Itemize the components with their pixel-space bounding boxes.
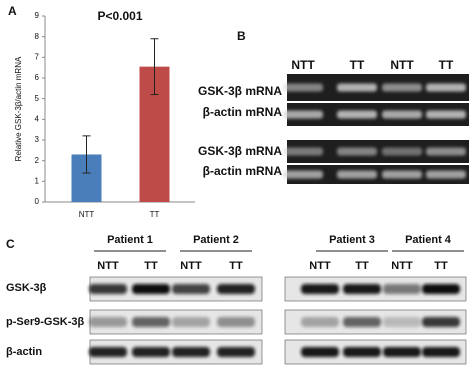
gel-band (337, 147, 377, 156)
patient-label: Patient 1 (107, 234, 153, 246)
gel-band (382, 170, 422, 179)
gel-band (283, 170, 323, 179)
row-label: β-actin mRNA (203, 105, 283, 119)
y-tick-label: 3 (35, 135, 40, 144)
gel-band (382, 147, 422, 156)
blot-band (217, 317, 255, 327)
blot-band (301, 284, 339, 294)
y-tick-label: 8 (35, 32, 40, 41)
column-label: TT (355, 260, 369, 272)
column-label: NTT (390, 58, 414, 72)
blot-band (172, 317, 210, 327)
blot-band (132, 347, 170, 357)
column-label: NTT (180, 260, 202, 272)
gel-band (426, 147, 466, 156)
patient-label: Patient 4 (405, 234, 452, 246)
blot-band (132, 284, 170, 294)
blot-band (422, 347, 460, 357)
panel-label: A (8, 4, 17, 18)
gel-image (287, 103, 469, 126)
row-label: p-Ser9-GSK-3β (6, 316, 85, 328)
y-tick-label: 0 (35, 197, 40, 206)
gel-band (426, 110, 466, 119)
blot-band (217, 347, 255, 357)
patient-label: Patient 3 (329, 234, 375, 246)
y-tick-label: 2 (35, 156, 40, 165)
gel-band (382, 110, 422, 119)
y-tick-label: 6 (35, 73, 40, 82)
gel-band (283, 110, 323, 119)
y-tick-label: 9 (35, 11, 40, 20)
y-tick-label: 1 (35, 176, 40, 185)
blot-band (343, 317, 381, 327)
column-label: TT (229, 260, 243, 272)
blot-band (343, 284, 381, 294)
gel-band (426, 170, 466, 179)
blot-band (383, 347, 421, 357)
gel-band (382, 83, 422, 92)
column-label: TT (439, 58, 454, 72)
blot-band (422, 284, 460, 294)
gel-band (426, 83, 466, 92)
gel-band (283, 147, 323, 156)
gel-band (337, 110, 377, 119)
x-tick-label: NTT (79, 210, 95, 219)
gel-band (337, 170, 377, 179)
column-label: NTT (309, 260, 331, 272)
column-label: TT (434, 260, 448, 272)
blot-band (343, 347, 381, 357)
annotation: P<0.001 (97, 9, 142, 23)
blot-band (89, 347, 127, 357)
blot-band (217, 284, 255, 294)
row-label: β-actin (6, 346, 42, 358)
row-label: β-actin mRNA (203, 164, 283, 178)
column-label: TT (144, 260, 158, 272)
blot-band (172, 347, 210, 357)
blot-band (301, 317, 339, 327)
gel-image (287, 140, 469, 163)
column-label: NTT (97, 260, 119, 272)
gel-band (337, 83, 377, 92)
blot-band (301, 347, 339, 357)
blot-band (89, 284, 127, 294)
row-label: GSK-3β (6, 282, 47, 294)
y-tick-label: 7 (35, 52, 40, 61)
row-label: GSK-3β mRNA (198, 84, 282, 98)
x-tick-label: TT (150, 210, 160, 219)
blot-band (172, 284, 210, 294)
gel-band (283, 83, 323, 92)
row-label: GSK-3β mRNA (198, 144, 282, 158)
panel-label: B (237, 29, 246, 43)
y-axis-label: Relative GSK-3β/actin mRNA (14, 56, 23, 161)
y-tick-label: 5 (35, 94, 40, 103)
patient-label: Patient 2 (193, 234, 239, 246)
gel-image (287, 165, 469, 184)
blot-band (383, 284, 421, 294)
blot-band (132, 317, 170, 327)
y-tick-label: 4 (35, 114, 40, 123)
blot-band (89, 317, 127, 327)
panel-label: C (6, 237, 15, 251)
column-label: NTT (291, 58, 315, 72)
blot-band (422, 317, 460, 327)
blot-band (383, 317, 421, 327)
column-label: NTT (391, 260, 413, 272)
column-label: TT (350, 58, 365, 72)
